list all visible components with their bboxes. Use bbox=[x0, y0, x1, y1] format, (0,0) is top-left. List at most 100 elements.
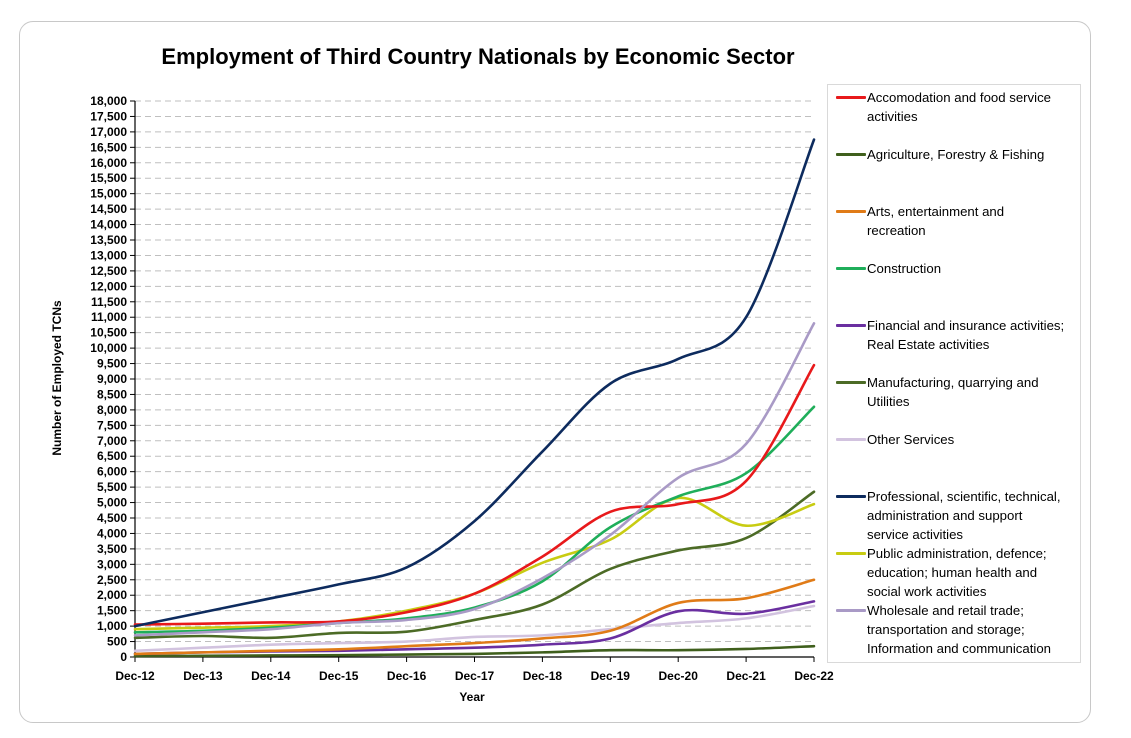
legend-item: Construction bbox=[836, 259, 1080, 278]
legend-label-line: service activities bbox=[867, 527, 964, 542]
y-tick-label: 11,500 bbox=[91, 295, 127, 309]
series-line-1 bbox=[133, 363, 816, 626]
legend-item: Wholesale and retail trade; transportatio… bbox=[836, 601, 1080, 658]
y-tick-label: 18,000 bbox=[90, 94, 127, 108]
y-tick-label: 14,000 bbox=[90, 218, 127, 232]
legend-swatch bbox=[836, 267, 866, 270]
series-line-7 bbox=[133, 604, 816, 653]
legend-label-line: Real Estate activities bbox=[867, 337, 990, 352]
y-tick-label: 17,000 bbox=[90, 125, 127, 139]
legend-label-line: Wholesale and retail trade; bbox=[867, 603, 1024, 618]
legend-label-line: Public administration, defence; bbox=[867, 546, 1047, 561]
legend-label-line: Manufacturing, quarrying and bbox=[867, 375, 1039, 390]
legend-swatch bbox=[836, 552, 866, 555]
y-tick-label: 3,500 bbox=[97, 542, 127, 556]
y-tick-label: 4,500 bbox=[97, 511, 127, 525]
legend-label-line: Agriculture, Forestry & Fishing bbox=[867, 147, 1045, 162]
legend-label-line: Utilities bbox=[867, 394, 910, 409]
legend-label-line: Construction bbox=[867, 261, 942, 276]
gridlines bbox=[135, 100, 814, 643]
x-tick-label: Dec-21 bbox=[726, 669, 766, 683]
series-line-8 bbox=[133, 138, 816, 628]
x-axis-ticks: Dec-12 Dec-13 Dec-14 Dec-15 Dec-16 Dec-17 Dec-… bbox=[115, 657, 834, 683]
legend-label-line: Accomodation and food service bbox=[867, 90, 1052, 105]
legend-label: Other Services bbox=[866, 430, 954, 449]
legend-label: Arts, entertainment and recreation bbox=[866, 202, 1004, 240]
series-line-2 bbox=[133, 644, 816, 658]
y-tick-label: 6,500 bbox=[97, 449, 127, 463]
y-tick-label: 16,500 bbox=[90, 140, 127, 154]
y-tick-label: 15,500 bbox=[90, 171, 127, 185]
x-axis-title: Year bbox=[459, 690, 485, 704]
y-tick-label: 500 bbox=[107, 635, 127, 649]
y-tick-label: 10,500 bbox=[90, 326, 127, 340]
legend-swatch bbox=[836, 210, 866, 213]
legend-label: Agriculture, Forestry & Fishing bbox=[866, 145, 1044, 164]
x-tick-label: Dec-17 bbox=[455, 669, 495, 683]
y-tick-label: 16,000 bbox=[90, 156, 127, 170]
chart-title: Employment of Third Country Nationals by… bbox=[161, 44, 795, 69]
legend-label-line: activities bbox=[867, 109, 918, 124]
x-tick-label: Dec-20 bbox=[659, 669, 699, 683]
series-line-3 bbox=[133, 578, 816, 656]
legend-swatch bbox=[836, 438, 866, 441]
y-axis-title: Number of Employed TCNs bbox=[50, 300, 64, 456]
y-tick-label: 13,000 bbox=[90, 248, 127, 262]
legend-item: Other Services bbox=[836, 430, 1080, 449]
legend-swatch bbox=[836, 324, 866, 327]
legend-label: Construction bbox=[866, 259, 941, 278]
legend-label-line: Arts, entertainment and bbox=[867, 204, 1005, 219]
legend-label-line: recreation bbox=[867, 223, 926, 238]
series-line-4 bbox=[133, 405, 816, 634]
chart-legend: Accomodation and food service activities A… bbox=[827, 84, 1081, 663]
x-tick-label: Dec-12 bbox=[115, 669, 155, 683]
legend-label: Public administration, defence; education… bbox=[866, 544, 1047, 601]
legend-label-line: transportation and storage; bbox=[867, 622, 1025, 637]
y-tick-label: 0 bbox=[120, 650, 127, 664]
x-tick-label: Dec-22 bbox=[794, 669, 834, 683]
legend-item: Agriculture, Forestry & Fishing bbox=[836, 145, 1080, 164]
legend-item: Accomodation and food service activities bbox=[836, 88, 1080, 126]
y-tick-label: 1,500 bbox=[97, 604, 127, 618]
y-tick-label: 15,000 bbox=[90, 187, 127, 201]
y-tick-label: 7,500 bbox=[97, 418, 127, 432]
legend-label-line: Financial and insurance activities; bbox=[867, 318, 1065, 333]
legend-label-line: education; human health and bbox=[867, 565, 1038, 580]
y-tick-label: 12,500 bbox=[90, 264, 127, 278]
y-tick-label: 9,000 bbox=[97, 372, 127, 386]
y-tick-label: 1,000 bbox=[97, 619, 127, 633]
y-tick-label: 5,500 bbox=[97, 480, 127, 494]
x-tick-label: Dec-15 bbox=[319, 669, 359, 683]
series-line-6 bbox=[133, 490, 816, 640]
legend-label: Accomodation and food service activities bbox=[866, 88, 1051, 126]
y-tick-label: 7,000 bbox=[97, 434, 127, 448]
x-tick-label: Dec-16 bbox=[387, 669, 427, 683]
legend-label: Financial and insurance activities; Real … bbox=[866, 316, 1064, 354]
legend-label-line: Other Services bbox=[867, 432, 955, 447]
y-tick-label: 2,000 bbox=[97, 588, 127, 602]
legend-label-line: administration and support bbox=[867, 508, 1023, 523]
x-tick-label: Dec-14 bbox=[251, 669, 291, 683]
y-tick-label: 5,000 bbox=[97, 496, 127, 510]
x-tick-label: Dec-19 bbox=[591, 669, 631, 683]
y-tick-label: 8,500 bbox=[97, 387, 127, 401]
legend-item: Financial and insurance activities; Real … bbox=[836, 316, 1080, 354]
legend-item: Manufacturing, quarrying and Utilities bbox=[836, 373, 1080, 411]
legend-item: Professional, scientific, technical, admi… bbox=[836, 487, 1080, 544]
y-tick-label: 12,000 bbox=[90, 279, 127, 293]
legend-item: Public administration, defence; education… bbox=[836, 544, 1080, 601]
legend-label: Professional, scientific, technical, admi… bbox=[866, 487, 1061, 544]
axes bbox=[134, 101, 814, 658]
legend-swatch bbox=[836, 609, 866, 612]
legend-label-line: Information and communication bbox=[867, 641, 1051, 656]
x-tick-label: Dec-18 bbox=[523, 669, 563, 683]
y-tick-label: 10,000 bbox=[90, 341, 127, 355]
y-tick-label: 14,500 bbox=[90, 202, 127, 216]
y-tick-label: 8,000 bbox=[97, 403, 127, 417]
y-tick-label: 3,000 bbox=[97, 557, 127, 571]
legend-label-line: social work activities bbox=[867, 584, 987, 599]
series-lines bbox=[133, 138, 816, 658]
y-tick-label: 4,000 bbox=[97, 526, 127, 540]
y-tick-label: 6,000 bbox=[97, 465, 127, 479]
